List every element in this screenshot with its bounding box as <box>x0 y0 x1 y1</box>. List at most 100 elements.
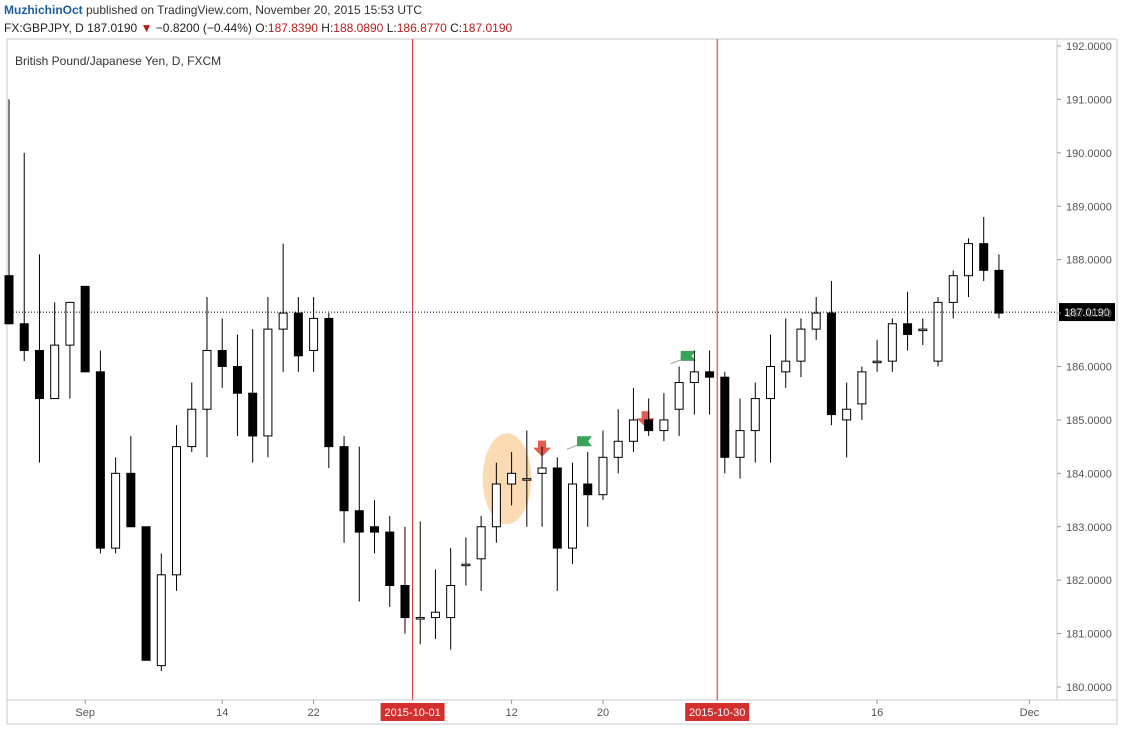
y-tick-label: 181.0000 <box>1066 629 1112 641</box>
candle <box>948 270 958 319</box>
candle-body-bearish <box>4 275 14 325</box>
candle <box>750 382 760 463</box>
candle-body-bullish <box>857 371 867 405</box>
close-value: 187.0190 <box>462 21 513 35</box>
date-marker-badge <box>380 703 445 721</box>
flag-pointer <box>566 444 578 450</box>
date-marker-label: 2015-10-30 <box>689 707 745 719</box>
y-tick-label: 184.0000 <box>1066 468 1112 480</box>
candle <box>552 457 562 591</box>
candle-body-bearish <box>720 376 730 458</box>
x-tick-label: 20 <box>597 707 609 719</box>
candle-body-bearish <box>826 312 836 416</box>
last-price: 187.0190 <box>87 21 138 35</box>
candle-body-bearish <box>95 371 105 549</box>
candle-body-bullish <box>781 360 791 373</box>
candles-layer <box>4 99 1004 671</box>
candle <box>568 462 578 565</box>
candle-body-bearish <box>903 323 913 335</box>
candle <box>826 281 836 426</box>
candle <box>4 99 14 325</box>
flag-pointer <box>670 359 681 365</box>
low-label: L: <box>386 21 397 35</box>
candle-body-bullish <box>65 301 75 346</box>
candle-body-bullish <box>735 430 745 458</box>
candle-body-bullish <box>522 478 532 481</box>
candle-body-bullish <box>111 472 121 549</box>
candle-body-bearish <box>141 526 151 661</box>
plot-area[interactable] <box>6 38 1058 701</box>
candle-body-bullish <box>750 398 760 432</box>
symbol-info: FX:GBPJPY, D 187.0190 ▼ −0.8200 (−0.44%)… <box>4 21 512 35</box>
last-price-badge <box>1059 303 1115 322</box>
candle-body-bullish <box>887 323 897 362</box>
low-value: 186.8770 <box>396 21 447 35</box>
high-value: 188.0890 <box>333 21 384 35</box>
candle <box>141 526 151 661</box>
candle <box>126 435 136 528</box>
candle <box>80 285 90 373</box>
candle <box>979 216 989 282</box>
candle-body-bearish <box>248 392 258 437</box>
candle-body-bullish <box>461 563 471 567</box>
candle-body-bullish <box>598 456 608 496</box>
candle-body-bullish <box>766 366 775 400</box>
candle <box>781 318 791 388</box>
candle <box>872 339 882 372</box>
candle-body-bullish <box>278 312 288 330</box>
open-value: 187.8390 <box>267 21 318 35</box>
candle <box>461 537 471 586</box>
candle <box>263 297 273 458</box>
candle-body-bearish <box>705 371 715 378</box>
last-price-label: 187.0190 <box>1064 307 1110 319</box>
candle <box>172 425 182 591</box>
candle <box>95 350 105 554</box>
date-marker-badge <box>685 703 750 721</box>
author-link[interactable]: MuzhichinOct <box>4 3 83 17</box>
candle <box>644 398 654 436</box>
candle-body-bearish <box>994 269 1004 314</box>
candle-body-bullish <box>659 419 669 432</box>
candle <box>339 435 349 543</box>
candle-body-bearish <box>979 243 989 271</box>
x-tick-label: 14 <box>216 707 228 719</box>
candle <box>613 409 623 474</box>
candle <box>232 334 242 436</box>
publish-text: published on TradingView.com, November 2… <box>82 3 422 17</box>
candle <box>248 329 258 463</box>
candle <box>507 451 517 506</box>
candle-body-bearish <box>324 317 334 448</box>
candle <box>659 393 669 442</box>
candle-body-bullish <box>507 472 517 485</box>
candle <box>537 446 547 527</box>
candle <box>857 366 867 420</box>
close-label: C: <box>450 21 463 35</box>
y-tick-label: 187.0000 <box>1066 308 1112 320</box>
candle-body-bullish <box>187 408 197 448</box>
candle-body-bearish <box>80 285 90 373</box>
x-axis-labels: Sep 14 22 12 20 16 Dec <box>75 700 1040 719</box>
candle <box>19 152 29 362</box>
candle-body-bullish <box>415 617 425 620</box>
y-tick-label: 190.0000 <box>1066 148 1112 160</box>
candle <box>918 318 928 346</box>
candle <box>309 297 319 372</box>
flag-icon <box>577 436 593 447</box>
candle <box>735 398 745 479</box>
candle-body-bearish <box>370 526 380 533</box>
y-tick-label: 182.0000 <box>1066 575 1112 587</box>
candle <box>400 526 410 634</box>
chart-title: British Pound/Japanese Yen, D, FXCM <box>15 54 221 68</box>
time-axis[interactable] <box>6 699 1118 725</box>
candle <box>766 334 775 463</box>
symbol-label: FX:GBPJPY, D <box>4 21 84 35</box>
candle-body-bearish <box>552 467 562 549</box>
y-tick-label: 191.0000 <box>1066 94 1112 106</box>
lines-layer: 2015-10-01 2015-10-30 187.0190 <box>7 39 1115 721</box>
candle-body-bearish <box>293 312 303 357</box>
candle <box>65 301 75 399</box>
candle-body-bearish <box>354 510 364 533</box>
y-tick-label: 188.0000 <box>1066 255 1112 267</box>
price-axis[interactable] <box>1056 38 1118 701</box>
